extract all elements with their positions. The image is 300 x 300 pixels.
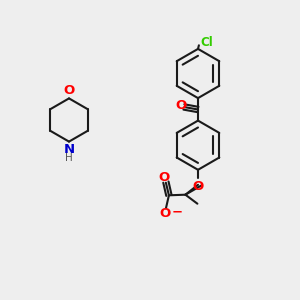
Text: O: O (158, 171, 170, 184)
Text: Cl: Cl (200, 36, 213, 49)
Text: N: N (63, 143, 75, 156)
Text: O: O (192, 180, 204, 193)
Text: O: O (63, 84, 75, 97)
Text: O: O (160, 207, 171, 220)
Text: −: − (171, 206, 182, 219)
Text: H: H (65, 153, 73, 163)
Text: O: O (175, 99, 187, 112)
